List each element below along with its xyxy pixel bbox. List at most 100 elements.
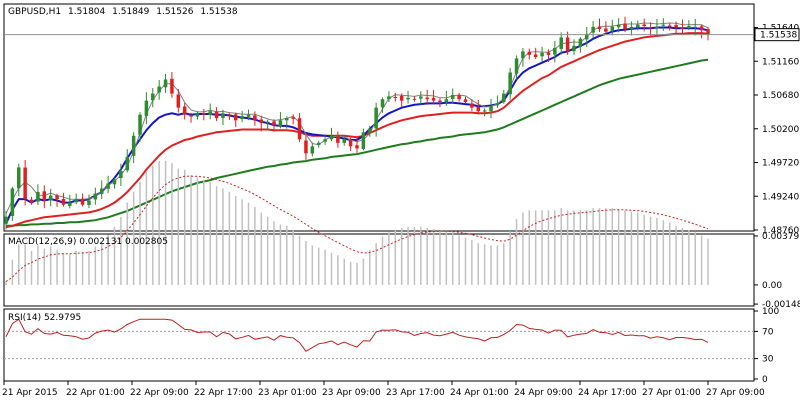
candle <box>304 135 308 160</box>
candle <box>368 126 372 137</box>
candle <box>572 39 576 55</box>
candle <box>131 132 136 164</box>
candle <box>431 89 436 104</box>
candle <box>642 18 646 32</box>
time-axis-label: 27 Apr 01:00 <box>642 388 701 398</box>
candle <box>316 140 321 148</box>
candle <box>253 111 257 126</box>
candle <box>559 32 563 55</box>
candle <box>55 193 59 207</box>
candle <box>489 98 493 119</box>
candle <box>629 21 634 36</box>
candle <box>597 18 602 32</box>
rsi-title: RSI(14) 52.9795 <box>8 313 81 323</box>
rsi-axis-label: 30 <box>762 355 774 365</box>
candle <box>533 47 538 60</box>
price-axis-label: 1.49240 <box>762 192 799 202</box>
candle <box>29 196 34 205</box>
candle <box>189 112 193 123</box>
candle <box>636 20 640 31</box>
close-value: 1.51538 <box>200 7 237 17</box>
candle <box>214 107 219 122</box>
candle <box>648 22 653 36</box>
candle <box>61 192 66 207</box>
candle <box>508 67 512 100</box>
rsi-panel: RSI(14) 52.9795 100 70 30 0 <box>3 307 779 385</box>
candle <box>495 95 500 108</box>
candle <box>444 91 449 106</box>
candle <box>208 103 212 120</box>
candle <box>106 175 110 194</box>
candle <box>540 46 544 62</box>
time-axis-label: 27 Apr 09:00 <box>706 388 765 398</box>
candle <box>23 159 27 206</box>
candle <box>4 211 8 230</box>
candle <box>476 99 481 115</box>
candle <box>42 185 47 209</box>
price-axis-label: 1.48760 <box>762 226 799 236</box>
time-axis-label: 23 Apr 09:00 <box>322 388 381 398</box>
candle <box>297 113 302 143</box>
time-axis-label: 24 Apr 17:00 <box>578 388 637 398</box>
candle <box>604 21 608 35</box>
time-axis-label: 23 Apr 17:00 <box>386 388 445 398</box>
candle <box>514 55 519 80</box>
candle <box>470 99 474 112</box>
candle <box>48 188 53 207</box>
price-axis-label: 1.50680 <box>762 91 799 101</box>
candle <box>623 16 627 33</box>
current-price-tag: 1.51538 <box>754 28 800 42</box>
candle <box>419 91 423 106</box>
candle <box>221 109 225 126</box>
candle <box>151 88 155 108</box>
ma-slow-line <box>6 58 709 227</box>
candle <box>680 19 685 36</box>
candle <box>10 186 15 221</box>
candle <box>246 109 251 121</box>
candle <box>412 96 417 102</box>
rsi-axis-label: 70 <box>762 327 774 337</box>
candle <box>265 119 270 130</box>
candle <box>655 18 659 35</box>
candle <box>661 18 666 31</box>
candle <box>527 48 532 60</box>
candle <box>240 110 244 123</box>
symbol-timeframe: GBPUSD,H1 <box>8 7 61 17</box>
time-axis: 21 Apr 2015 22 Apr 01:00 22 Apr 09:00 22 Ap… <box>2 381 765 398</box>
candle <box>482 108 487 117</box>
candle <box>285 116 289 129</box>
candle <box>406 90 410 104</box>
macd-signal-line <box>5 175 709 283</box>
open-value: 1.51804 <box>68 7 105 17</box>
candle <box>399 93 404 107</box>
time-axis-label: 22 Apr 17:00 <box>194 388 253 398</box>
low-value: 1.51526 <box>156 7 193 17</box>
candle <box>591 20 595 39</box>
candle <box>457 92 461 102</box>
candle <box>699 24 704 39</box>
time-axis-label: 24 Apr 09:00 <box>514 388 573 398</box>
candle <box>80 193 85 207</box>
candle <box>336 131 340 148</box>
candle <box>578 37 583 53</box>
candle <box>291 114 295 125</box>
macd-axis-label: -0.001486 <box>762 300 800 310</box>
candle <box>323 135 327 145</box>
macd-axis-label: 0.003793 <box>762 232 800 242</box>
candle <box>348 137 353 152</box>
rsi-axis-label: 0 <box>762 375 768 385</box>
time-axis-label: 21 Apr 2015 <box>2 388 58 398</box>
candle <box>17 163 21 197</box>
time-axis-label: 24 Apr 01:00 <box>450 388 509 398</box>
candle <box>565 31 570 55</box>
candle <box>616 18 621 33</box>
candle <box>93 187 98 205</box>
candle <box>112 177 117 189</box>
candle <box>553 40 557 63</box>
candle <box>667 23 672 31</box>
candle <box>99 180 104 200</box>
candle <box>546 49 551 63</box>
candle <box>227 112 232 120</box>
candle <box>87 194 91 209</box>
